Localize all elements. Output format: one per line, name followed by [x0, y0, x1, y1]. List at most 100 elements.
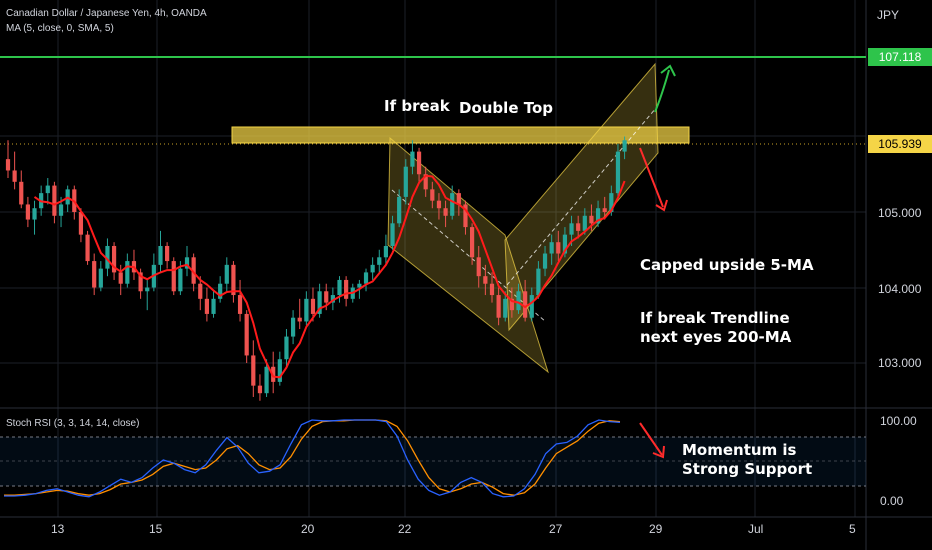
candle[interactable]: [390, 215, 395, 250]
candle[interactable]: [211, 291, 216, 318]
candle[interactable]: [549, 234, 554, 265]
candle[interactable]: [483, 264, 488, 296]
candle[interactable]: [615, 144, 621, 197]
candle[interactable]: [85, 230, 90, 265]
candle-body: [58, 204, 64, 216]
candle[interactable]: [363, 268, 369, 292]
candle[interactable]: [397, 189, 402, 228]
candle[interactable]: [98, 261, 103, 292]
candle[interactable]: [377, 249, 382, 273]
candle[interactable]: [470, 223, 475, 265]
candle[interactable]: [456, 189, 461, 216]
candle[interactable]: [45, 178, 50, 205]
arrow-up[interactable]: [654, 64, 676, 113]
candle[interactable]: [165, 242, 170, 269]
candle[interactable]: [184, 245, 190, 277]
candle[interactable]: [529, 287, 534, 322]
candle[interactable]: [125, 253, 130, 288]
candle[interactable]: [204, 287, 209, 322]
candle[interactable]: [542, 245, 548, 277]
stoch-d-line[interactable]: [4, 419, 621, 496]
candle[interactable]: [410, 140, 415, 175]
symbol-legend[interactable]: Canadian Dollar / Japanese Yen, 4h, OAND…: [6, 8, 207, 19]
candle[interactable]: [237, 279, 243, 322]
candle[interactable]: [138, 268, 143, 299]
candle[interactable]: [536, 261, 541, 299]
candle[interactable]: [105, 238, 110, 277]
resistance-price-tag[interactable]: 107.118: [868, 48, 932, 66]
candle[interactable]: [556, 230, 561, 262]
candle[interactable]: [476, 245, 481, 288]
candle[interactable]: [523, 279, 528, 322]
ma-line[interactable]: [33, 174, 626, 379]
candle[interactable]: [304, 291, 309, 326]
candle-body: [622, 140, 627, 152]
candle-body: [45, 185, 50, 194]
time-tick: Jul: [748, 522, 764, 536]
candle[interactable]: [503, 291, 508, 322]
candle[interactable]: [443, 200, 448, 228]
candle-body: [609, 193, 614, 212]
candle[interactable]: [436, 193, 442, 220]
candle[interactable]: [5, 140, 11, 179]
candle[interactable]: [218, 276, 223, 303]
candle[interactable]: [595, 200, 601, 228]
candle[interactable]: [602, 196, 607, 220]
candle[interactable]: [224, 257, 229, 292]
candle[interactable]: [297, 298, 302, 330]
candle-body: [111, 245, 117, 273]
candle[interactable]: [370, 257, 375, 280]
stoch-legend[interactable]: Stoch RSI (3, 3, 14, 14, close): [6, 418, 140, 429]
candle[interactable]: [158, 230, 163, 273]
candle[interactable]: [496, 287, 501, 326]
candle[interactable]: [290, 310, 296, 345]
candle[interactable]: [251, 340, 256, 397]
current-price-tag[interactable]: 105.939: [868, 135, 932, 153]
candle[interactable]: [509, 287, 514, 318]
candle[interactable]: [310, 287, 316, 322]
candle[interactable]: [622, 136, 627, 160]
candle[interactable]: [277, 351, 282, 386]
candle[interactable]: [118, 264, 123, 296]
candle[interactable]: [111, 242, 117, 280]
arrow-down[interactable]: [639, 147, 668, 212]
double-top-zone[interactable]: [231, 126, 690, 144]
candle[interactable]: [257, 374, 263, 401]
candle[interactable]: [92, 253, 97, 296]
candle[interactable]: [423, 166, 428, 197]
candle[interactable]: [403, 159, 408, 205]
currency-label[interactable]: JPY: [877, 8, 900, 22]
candle[interactable]: [19, 170, 24, 209]
candle[interactable]: [32, 200, 37, 235]
candle-body: [98, 268, 103, 288]
candle-body: [52, 185, 57, 216]
candle[interactable]: [284, 329, 289, 367]
candle[interactable]: [52, 181, 57, 224]
candle[interactable]: [244, 310, 249, 363]
candle[interactable]: [576, 215, 581, 239]
candle[interactable]: [145, 279, 150, 311]
candle[interactable]: [171, 257, 176, 296]
candle[interactable]: [198, 276, 203, 311]
stoch-k-line[interactable]: [4, 419, 621, 498]
candle-body: [370, 264, 375, 273]
ma-legend[interactable]: MA (5, close, 0, SMA, 5): [6, 23, 114, 34]
candle[interactable]: [317, 283, 322, 318]
candle[interactable]: [330, 287, 335, 311]
candle[interactable]: [430, 181, 435, 209]
candle[interactable]: [416, 147, 422, 182]
candle[interactable]: [383, 234, 389, 265]
candle[interactable]: [489, 272, 495, 303]
candle[interactable]: [25, 196, 30, 228]
candle[interactable]: [78, 208, 84, 243]
candle[interactable]: [450, 185, 455, 220]
candle[interactable]: [344, 276, 349, 307]
candle[interactable]: [264, 359, 269, 397]
candle[interactable]: [516, 283, 521, 314]
candle[interactable]: [231, 261, 236, 303]
momentum-arrow[interactable]: [639, 422, 665, 459]
candle[interactable]: [463, 200, 468, 235]
candle[interactable]: [337, 276, 342, 303]
candle[interactable]: [12, 151, 17, 190]
